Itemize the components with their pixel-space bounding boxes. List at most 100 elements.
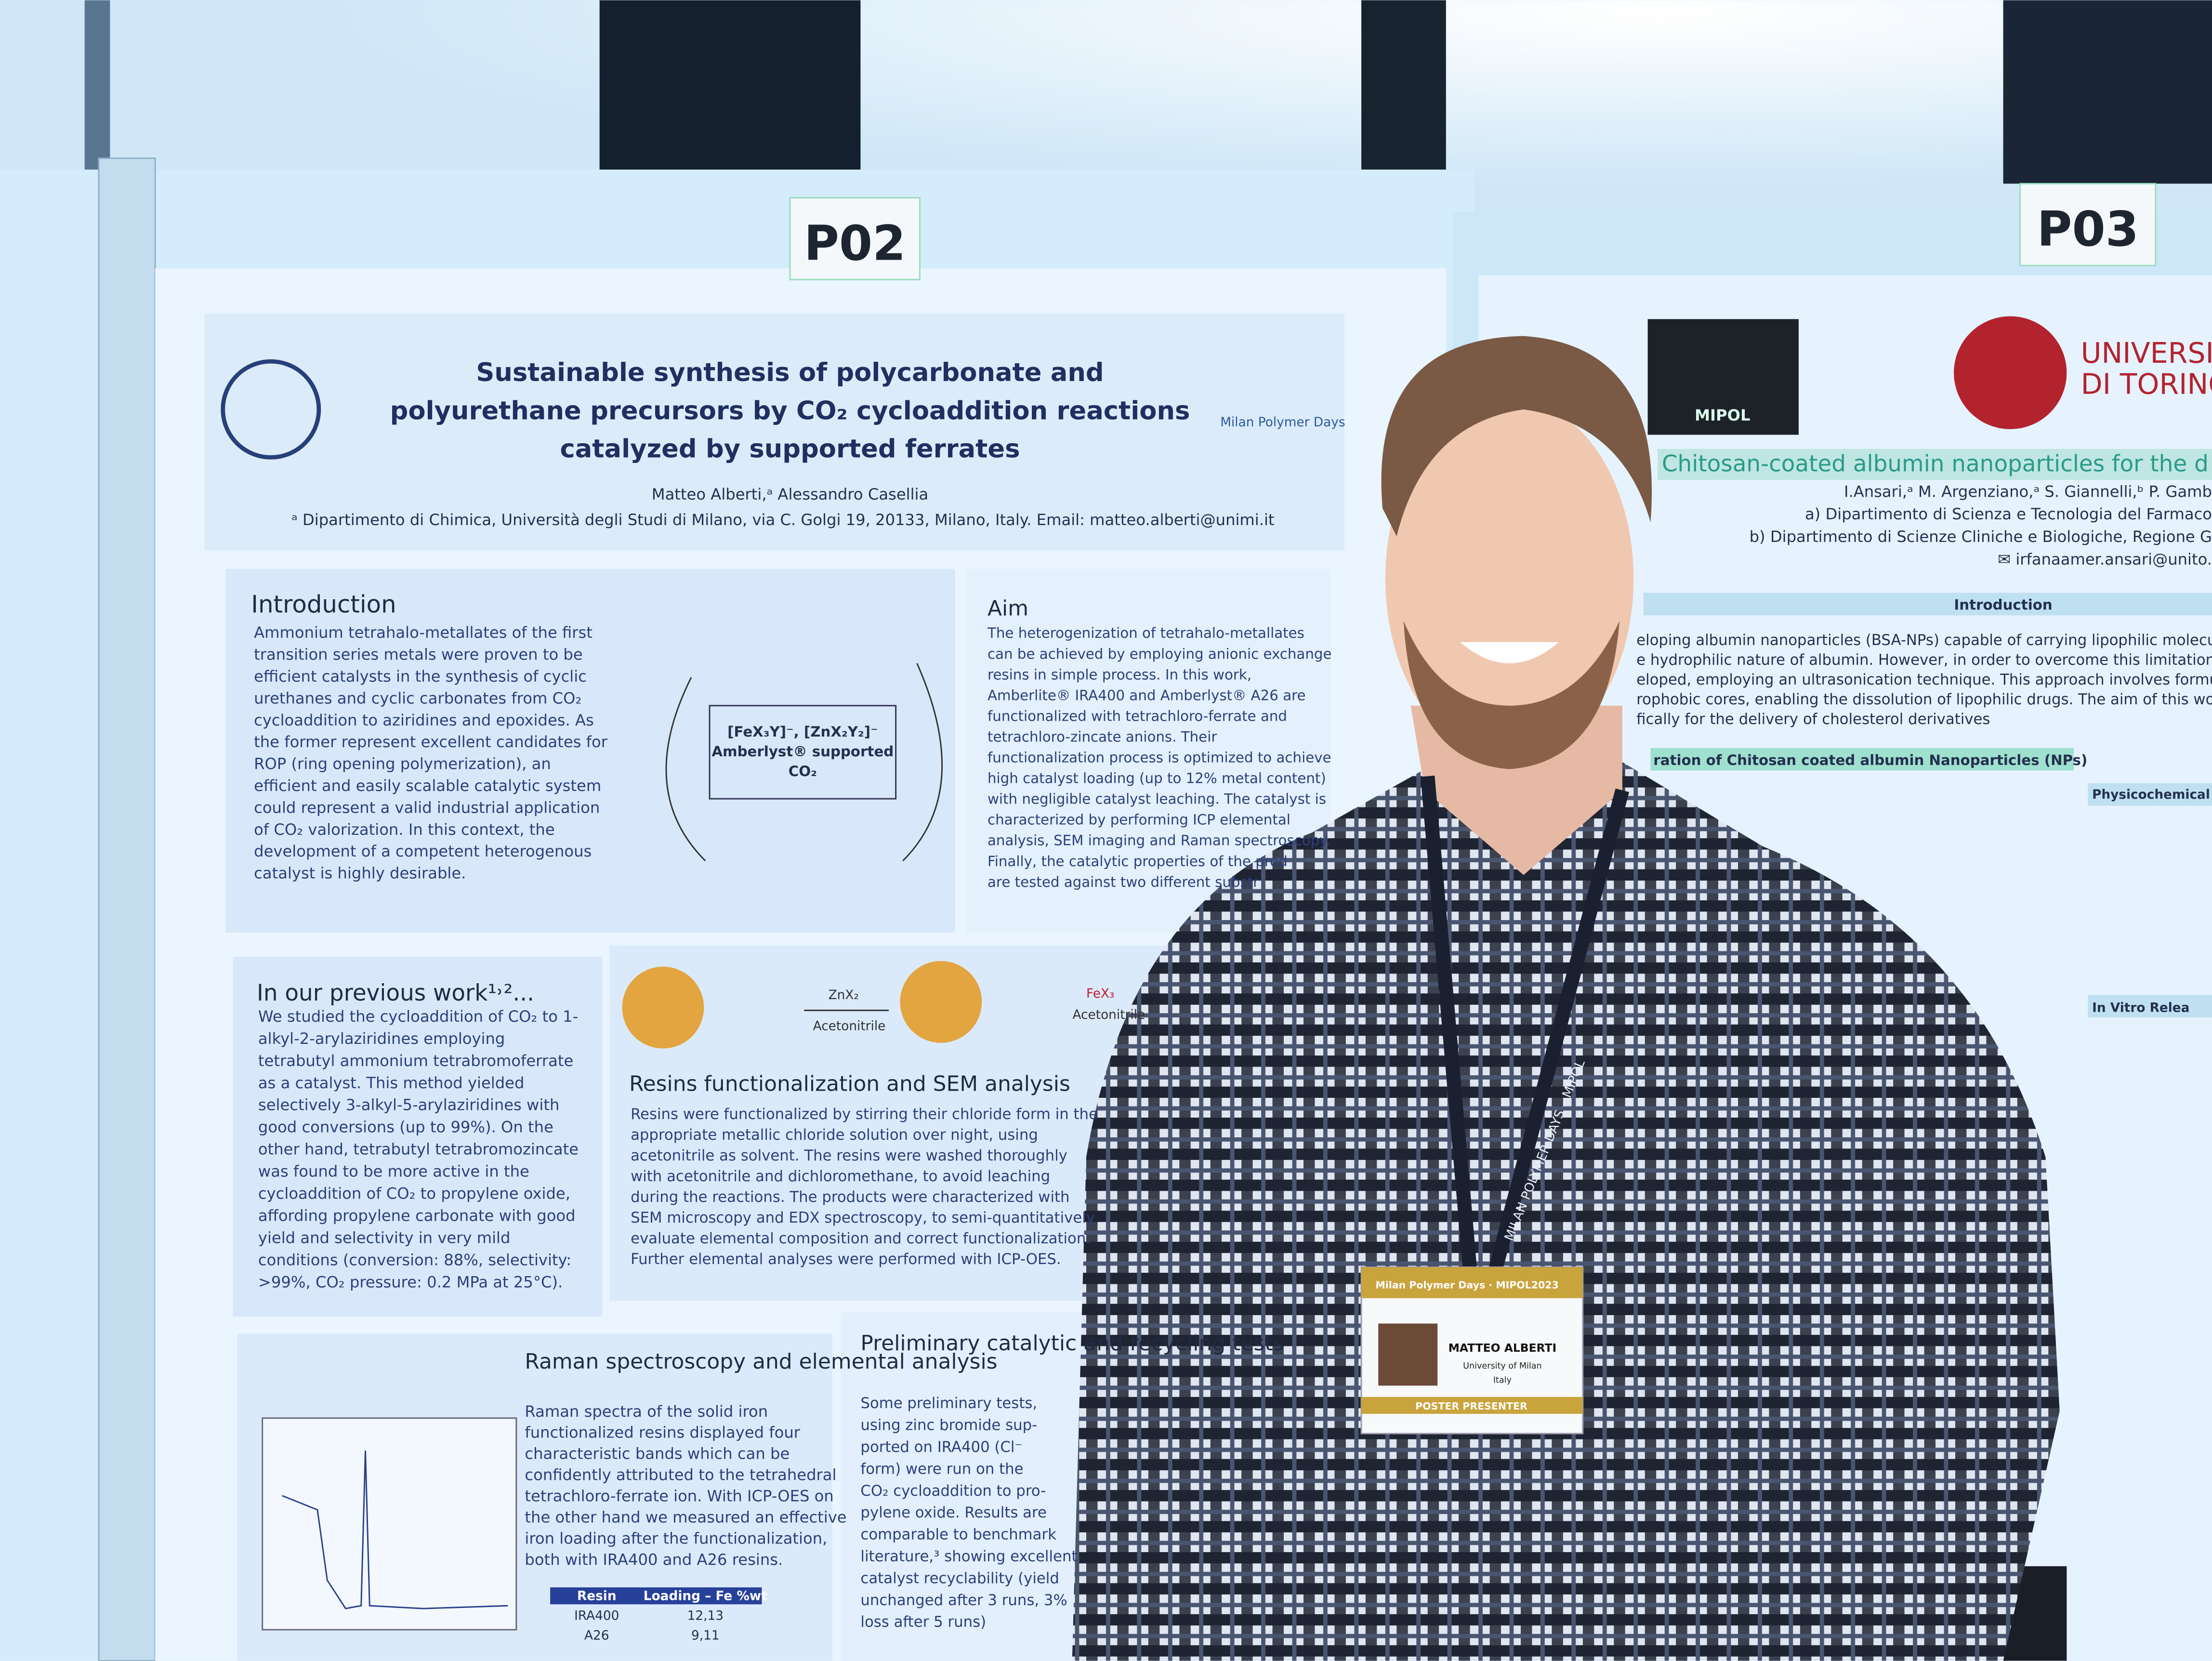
- section-line: during the reactions. The products were …: [631, 1188, 1069, 1206]
- scheme-text: [FeX₃Y]⁻, [ZnX₂Y₂]⁻: [727, 724, 878, 740]
- affiliation: b) Dipartimento di Scienze Cliniche e Bi…: [1750, 527, 2212, 546]
- section-line: alkyl-2-arylaziridines employing: [258, 1029, 505, 1048]
- section-line: both with IRA400 and A26 resins.: [525, 1550, 783, 1569]
- section-line: iron loading after the functionalization…: [525, 1529, 827, 1547]
- section-box: [225, 568, 955, 933]
- section-line: efficient catalysts in the synthesis of …: [254, 667, 587, 685]
- section-line: high catalyst loading (up to 12% metal c…: [988, 770, 1326, 787]
- hair: [1381, 336, 1652, 537]
- section-line: form) were run on the: [860, 1460, 1023, 1477]
- section-line: catalyst recyclability (yield: [860, 1569, 1059, 1587]
- poster-title: Chitosan-coated albumin nanoparticles fo…: [1662, 451, 2209, 477]
- section-line: SEM microscopy and EDX spectroscopy, to …: [631, 1209, 1095, 1226]
- poster-number: [789, 197, 921, 280]
- window-frame: [84, 0, 110, 184]
- section-line: comparable to benchmark: [860, 1526, 1056, 1543]
- section-line: was found to be more active in the: [258, 1162, 529, 1181]
- title-band: [1658, 448, 2212, 480]
- section-line: acetonitrile as solvent. The resins were…: [631, 1147, 1067, 1164]
- section-line: cycloaddition to aziridines and epoxides…: [254, 711, 594, 729]
- section-line: efficient and easily scalable catalytic …: [254, 777, 601, 795]
- logo: [1954, 316, 2067, 429]
- section-line: characteristic bands which can be: [525, 1445, 790, 1463]
- section-line: Further elemental analyses were performe…: [631, 1251, 1061, 1268]
- section-line: tetrabutyl ammonium tetrabromoferrate: [258, 1052, 573, 1070]
- raman-line: [282, 1450, 508, 1609]
- section-heading: ration of Chitosan coated albumin Nanopa…: [1653, 752, 2087, 768]
- poster-number-label: P03: [2037, 202, 2139, 257]
- section-line: development of a competent heterogenous: [254, 842, 592, 860]
- section-line: with acetonitrile and dichloromethane, t…: [631, 1168, 1050, 1185]
- section-line: CO₂ cycloaddition to pro-: [860, 1482, 1046, 1500]
- scheme-box: [709, 705, 897, 800]
- authors: I.Ansari,ᵃ M. Argenziano,ᵃ S. Giannelli,…: [1844, 482, 2212, 501]
- university: UNIVERSITÀ: [2081, 336, 2212, 369]
- badge-affiliation: University of Milan: [1463, 1361, 1542, 1371]
- section-line: Amberlite® IRA400 and Amberlyst® A26 are: [988, 687, 1306, 703]
- section-line: the other hand we measured an effective: [525, 1508, 846, 1526]
- logo: [221, 359, 321, 460]
- scheme-label: Acetonitrile: [1072, 1008, 1145, 1022]
- section-heading: In Vitro Relea: [2092, 1001, 2189, 1015]
- section-line: ROP (ring opening polymerization), an: [254, 755, 551, 773]
- logo-text: MIPOL: [1695, 406, 1751, 424]
- face: [1385, 398, 1634, 760]
- section-line: evaluate elemental composition and corre…: [631, 1230, 1091, 1247]
- section-line: are tested against two different substr: [988, 874, 1259, 890]
- section-line: resins in simple process. In this work,: [988, 666, 1251, 683]
- scheme-label: ZnX₂: [829, 988, 859, 1002]
- smile: [1460, 642, 1559, 663]
- affiliation: ✉ irfanaamer.ansari@unito.: [1998, 550, 2212, 568]
- heading-band: [2088, 995, 2212, 1018]
- section-line: good conversions (up to 99%). On the: [258, 1118, 553, 1136]
- badge-footer: [1361, 1397, 1583, 1414]
- section-line: using zinc bromide sup-: [860, 1417, 1037, 1434]
- raman-plot: [262, 1417, 517, 1631]
- section-heading: Introduction: [1954, 597, 2052, 613]
- section-line: tetrachloro-ferrate ion. With ICP-OES on: [525, 1487, 833, 1505]
- table-cell: A26: [584, 1629, 609, 1643]
- section-line: rophobic cores, enabling the dissolution…: [1636, 691, 2212, 708]
- section-line: urethanes and cyclic carbonates from CO₂: [254, 689, 581, 707]
- texts: P02 P03 Sustainable synthesis of polycarbo…: [251, 202, 2212, 1643]
- section-heading: Preliminary catalytic and recycling test…: [860, 1331, 1284, 1356]
- section-line: analysis, SEM imaging and Raman spectros…: [988, 832, 1330, 849]
- authors: Matteo Alberti,ᵃ Alessandro Casellia: [652, 485, 928, 503]
- affiliation: ᵃ Dipartimento di Chimica, Università de…: [291, 511, 1274, 529]
- table-header: Resin: [577, 1589, 617, 1604]
- section-line: Finally, the catalytic properties of the…: [988, 853, 1288, 870]
- section-line: could represent a valid industrial appli…: [254, 798, 600, 817]
- section-line: >99%, CO₂ pressure: 0.2 MPa at 25°C).: [258, 1273, 563, 1292]
- section-line: Ammonium tetrahalo-metallates of the fir…: [254, 623, 592, 642]
- logo: [1647, 319, 1799, 435]
- board-post: [98, 158, 156, 1661]
- section-line: selectively 3-alkyl-5-arylaziridines wit…: [258, 1096, 559, 1114]
- section-heading: In our previous work¹˒²...: [257, 980, 534, 1006]
- section-heading: Aim: [988, 596, 1028, 620]
- section-line: loss after 5 runs): [860, 1613, 986, 1631]
- brand: Milan Polymer Days: [1220, 415, 1345, 430]
- section-heading: Resins functionalization and SEM analysi…: [629, 1071, 1070, 1096]
- heading-band: [1650, 748, 2074, 771]
- resin-bead: [622, 966, 704, 1049]
- poster-title: polyurethane precursors by CO₂ cycloaddi…: [390, 396, 1190, 425]
- section-line: tetrachloro-zincate anions. Their: [988, 729, 1217, 745]
- section-line: Resins were functionalized by stirring t…: [631, 1106, 1098, 1123]
- table-cell: 9,11: [691, 1629, 720, 1643]
- section-line: fically for the delivery of cholesterol …: [1636, 711, 1990, 728]
- scheme-text: Amberlyst® supported: [711, 743, 894, 760]
- arrow: [665, 663, 943, 861]
- section-line: unchanged after 3 runs, 3%: [860, 1592, 1067, 1609]
- section-line: as a catalyst. This method yielded: [258, 1074, 525, 1092]
- section-heading: Introduction: [251, 591, 396, 619]
- heading-band: [2088, 783, 2212, 806]
- section-line: characterized by performing ICP elementa…: [988, 812, 1290, 828]
- section-line: We studied the cycloaddition of CO₂ to 1…: [258, 1007, 578, 1026]
- window-frame: [2003, 0, 2212, 184]
- section-line: literature,³ showing excellent: [860, 1548, 1077, 1565]
- resin-bead: [900, 961, 982, 1043]
- badge-header: [1361, 1267, 1583, 1298]
- table-header-bg: [550, 1587, 762, 1605]
- lanyard: [1421, 775, 1630, 1272]
